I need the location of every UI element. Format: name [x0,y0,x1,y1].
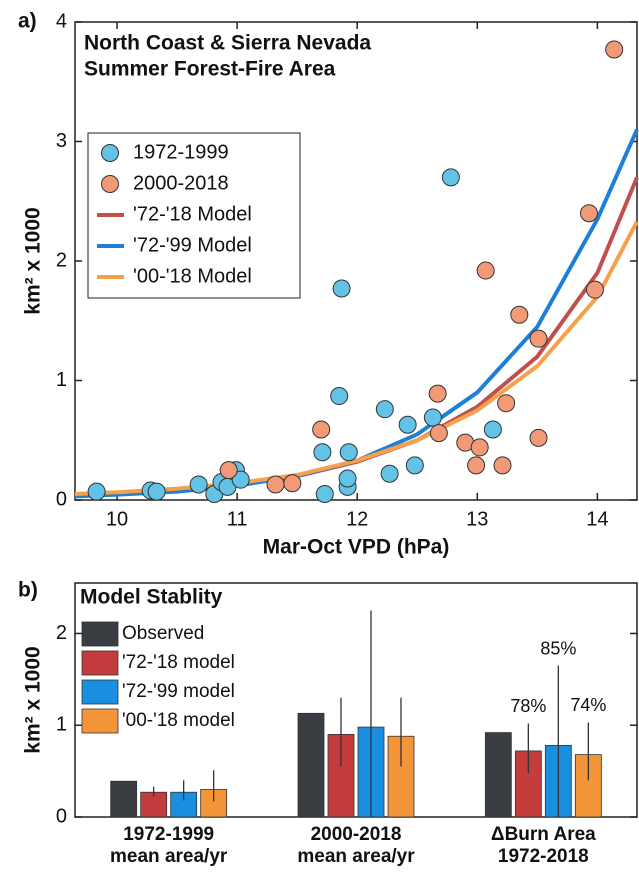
y-tick-label: 2 [56,622,67,644]
data-point [585,280,604,299]
legend-marker [101,175,119,193]
legend-label: 1972-1999 [133,141,229,163]
legend-label: '00-'18 Model [133,265,252,287]
chart-title: Model Stablity [80,586,223,609]
data-point [338,469,357,488]
x-tick-label: 1972-2018 [498,846,589,867]
y-tick-label: 0 [56,805,67,827]
legend-label: '00-'18 model [122,710,235,731]
legend-marker [101,144,119,162]
data-point [605,40,624,59]
data-point [332,279,351,298]
data-point [87,482,106,501]
y-tick-label: 0 [56,488,67,510]
data-point [428,384,447,403]
data-point [483,420,502,439]
data-point [529,329,548,348]
x-tick-label: 2000-2018 [311,824,402,845]
data-point [312,420,331,439]
data-point [476,261,495,280]
plot-frame [74,582,638,818]
y-tick-label: 1 [56,369,67,391]
chart-title: North Coast & Sierra Nevada [84,32,371,55]
annotation: 74% [570,695,606,715]
x-tick-label: mean area/yr [297,846,415,867]
x-tick-label: ΔBurn Area [491,824,596,845]
x-tick-label: 13 [466,508,488,530]
panel-label: a) [18,10,37,33]
chart-title: Summer Forest-Fire Area [84,58,336,81]
data-point [467,456,486,475]
data-point [375,400,394,419]
data-point [470,438,489,457]
annotation: 85% [540,638,576,658]
x-tick-label: 11 [227,508,248,530]
bar [297,712,325,818]
data-point [493,456,512,475]
y-tick-label: 4 [56,10,67,32]
y-tick-label: 3 [56,130,67,152]
data-point [398,415,417,434]
data-point [147,482,166,501]
data-point [529,428,548,447]
x-tick-label: 10 [106,508,128,530]
y-axis-label: km² x 1000 [22,207,45,314]
legend-label: '72-'18 Model [133,203,252,225]
data-point [313,443,332,462]
legend-swatch [81,621,119,647]
x-tick-label: 12 [346,508,368,530]
data-point [231,470,250,489]
data-point [315,485,334,504]
legend-label: Observed [122,623,204,644]
legend-label: 2000-2018 [133,172,229,194]
data-point [266,475,285,494]
x-tick-label: 14 [586,508,608,530]
legend-label: '72-'99 model [122,681,235,702]
legend-swatch [81,679,119,705]
panel-label: b) [18,579,38,602]
data-point [429,424,448,443]
x-tick-label: 1972-1999 [123,824,214,845]
bar [484,732,512,818]
y-axis-label: km² x 1000 [22,646,45,753]
data-point [405,456,424,475]
data-point [510,305,529,324]
data-point [330,387,349,406]
data-point [423,408,442,427]
data-point [219,461,238,480]
data-point [497,394,516,413]
y-tick-label: 1 [56,714,67,736]
data-point [283,474,302,493]
legend-label: '72-'99 Model [133,234,252,256]
data-point [339,443,358,462]
legend-label: '72-'18 model [122,652,235,673]
x-axis-label: Mar-Oct VPD (hPa) [263,536,450,559]
legend-swatch [81,650,119,676]
legend-swatch [81,708,119,734]
y-tick-label: 2 [56,249,67,271]
bar [110,780,138,818]
data-point [380,464,399,483]
data-point [441,168,460,187]
x-tick-label: mean area/yr [110,846,228,867]
annotation: 78% [510,696,546,716]
data-point [579,204,598,223]
data-point [189,475,208,494]
